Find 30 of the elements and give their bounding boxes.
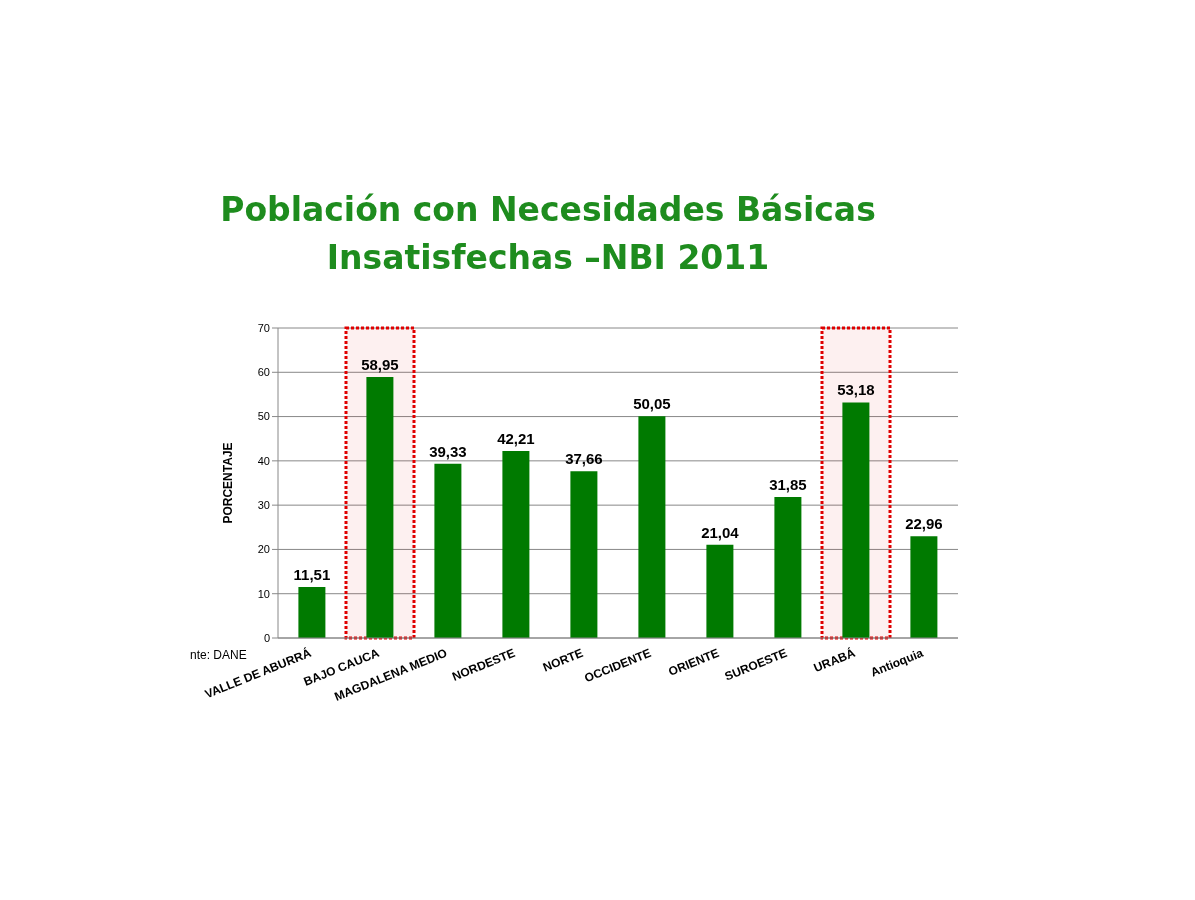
data-label: 53,18 [837,381,875,399]
y-tick-label: 30 [257,499,270,512]
bar [842,402,870,638]
text: nte: DANE [190,648,247,662]
data-label: 22,96 [905,515,943,533]
y-tick-label: 20 [257,543,270,556]
y-tick-label: 40 [257,454,270,467]
data-label: 11,51 [293,566,331,584]
data-label: 42,21 [497,430,535,448]
y-tick-label: 60 [257,366,270,379]
chart-title: Población con Necesidades Básicas Insatisfechas –NBI 2011 [219,189,877,279]
data-label: 39,33 [429,442,467,460]
y-axis-title: PORCENTAJE [221,442,236,524]
bar [434,463,462,638]
data-label: 58,95 [361,355,399,373]
y-tick-label: 50 [257,410,270,423]
data-label: 37,66 [565,450,603,468]
data-label: 31,85 [769,475,807,493]
y-tick-label: 0 [263,631,270,644]
bar [774,496,802,638]
bar [910,536,938,638]
bar [570,471,598,638]
bar [706,544,734,638]
bar [638,416,666,638]
data-label: 21,04 [701,523,740,541]
y-tick-label: 70 [257,321,270,334]
bar [298,587,326,638]
y-tick-label: 10 [257,587,270,600]
bar [502,451,530,638]
data-label: 50,05 [633,395,671,413]
